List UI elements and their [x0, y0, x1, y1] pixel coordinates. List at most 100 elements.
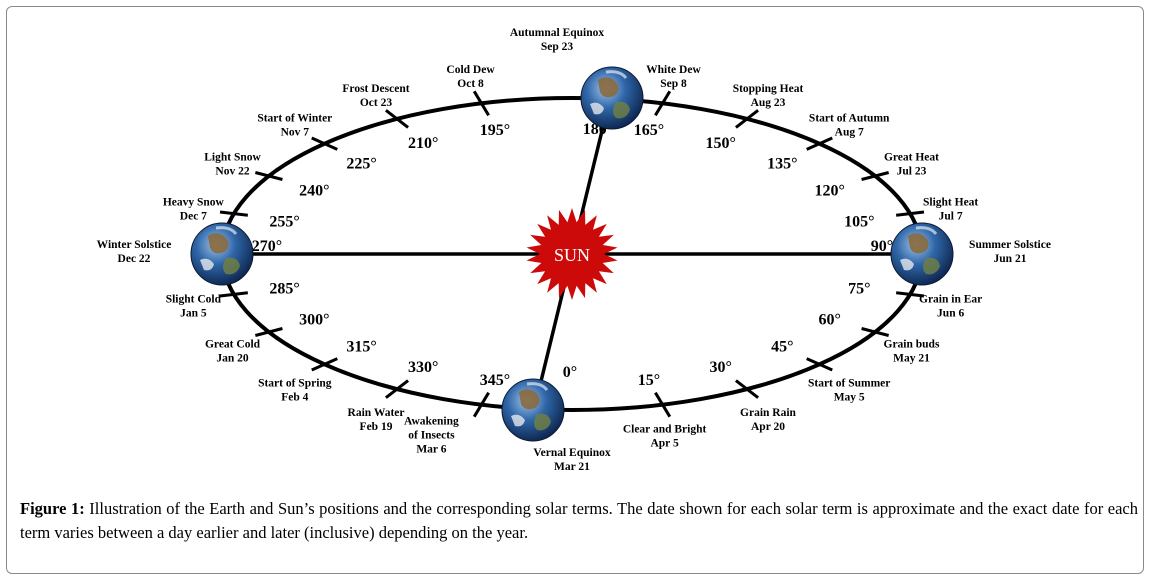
solar-term-label: Light Snow Nov 22 [204, 151, 261, 177]
orbit-tick [735, 379, 759, 399]
solar-term-label: Grain buds May 21 [884, 339, 940, 365]
solar-term-date: Nov 7 [281, 127, 310, 139]
solar-term-name: Grain in Ear [919, 293, 982, 305]
solar-term-date: Feb 19 [360, 421, 393, 433]
solar-term-date: Apr 20 [751, 421, 785, 433]
solar-term-name: Grain Rain [740, 407, 797, 419]
sun-icon [526, 208, 618, 300]
sun-label: SUN [554, 245, 590, 265]
solar-term-label: Start of Autumn Aug 7 [809, 113, 890, 139]
solar-term-label: Grain in Ear Jun 6 [919, 293, 982, 319]
solar-term-date: Dec 22 [118, 253, 151, 265]
solar-term-label: Start of Summer May 5 [808, 377, 890, 403]
solar-term-date: Jan 5 [180, 307, 207, 319]
degree-label: 255° [269, 213, 299, 230]
earth-icon [890, 222, 954, 286]
degree-label: 330° [408, 359, 438, 376]
orbit-tick [385, 109, 409, 129]
orbit-tick [806, 136, 833, 151]
solar-term-name-line2: of Insects [408, 430, 455, 442]
degree-label: 90° [871, 238, 893, 255]
solar-term-label: Great Heat Jul 23 [884, 151, 939, 177]
degree-label: 45° [771, 339, 793, 356]
orbit-tick [311, 357, 338, 372]
solar-term-name: Heavy Snow [163, 197, 225, 209]
degree-label: 0° [563, 364, 577, 381]
solar-term-name: White Dew [646, 64, 701, 76]
orbit-tick [219, 291, 249, 298]
orbit-tick [254, 171, 283, 181]
orbit-tick [806, 357, 833, 372]
orbit-tick [895, 291, 925, 298]
degree-label: 285° [269, 281, 299, 298]
solar-term-name: Clear and Bright [623, 424, 707, 436]
solar-term-name: Winter Solstice [97, 239, 172, 251]
earth-icon [501, 378, 565, 442]
figure-caption-text: Illustration of the Earth and Sun’s posi… [20, 499, 1139, 542]
degree-label: 225° [346, 155, 376, 172]
solar-term-date: Oct 23 [360, 97, 393, 109]
solar-term-name: Cold Dew [446, 64, 495, 76]
solar-term-date: Dec 7 [180, 211, 207, 223]
solar-term-date: Aug 7 [835, 127, 864, 139]
solar-term-date: Mar 6 [416, 444, 446, 456]
degree-label: 300° [299, 312, 329, 329]
solar-term-date: Mar 21 [554, 461, 590, 473]
degree-label: 150° [706, 135, 736, 152]
solar-term-label: White Dew Sep 8 [646, 64, 701, 90]
orbit-tick [654, 90, 672, 117]
solar-term-name: Autumnal Equinox [510, 27, 605, 39]
solar-term-label: Great Cold Jan 20 [205, 339, 261, 365]
solar-term-name: Start of Summer [808, 377, 890, 389]
solar-term-name: Great Cold [205, 339, 261, 351]
orbit-tick [472, 90, 490, 117]
solar-term-date: Aug 23 [751, 97, 786, 109]
solar-term-label: Summer Solstice Jun 21 [969, 239, 1051, 265]
solar-term-label: Slight Heat Jul 7 [923, 197, 978, 223]
solar-term-name: Summer Solstice [969, 239, 1051, 251]
solar-term-name: Light Snow [204, 151, 261, 163]
orbit-tick [861, 327, 890, 337]
earth-icon [580, 66, 644, 130]
solar-term-date: Jul 23 [897, 165, 927, 177]
solar-term-date: Apr 5 [650, 438, 678, 450]
solar-term-name: Frost Descent [342, 83, 409, 95]
figure-caption: Figure 1: Illustration of the Earth and … [20, 497, 1138, 545]
orbit-tick [895, 210, 925, 217]
solar-term-name: Great Heat [884, 151, 939, 163]
earth-icon [190, 222, 254, 286]
orbit-tick [654, 391, 672, 418]
solar-term-date: May 5 [834, 391, 865, 403]
solar-term-label: Cold Dew Oct 8 [446, 64, 495, 90]
solar-term-date: Jul 7 [939, 211, 963, 223]
solar-term-date: Nov 22 [215, 165, 249, 177]
solar-term-date: Jun 6 [937, 307, 964, 319]
degree-label: 15° [638, 372, 660, 389]
solar-term-name-line1: Awakening [404, 416, 459, 428]
degree-label: 195° [480, 122, 510, 139]
solar-term-label: Slight Cold Jan 5 [166, 293, 222, 319]
solar-term-label: Grain Rain Apr 20 [740, 407, 797, 433]
solar-term-date: Jun 21 [994, 253, 1027, 265]
degree-label: 75° [848, 281, 870, 298]
degree-label: 315° [346, 339, 376, 356]
orbit-tick [472, 391, 490, 418]
solar-term-name: Vernal Equinox [533, 447, 610, 459]
solar-term-name: Start of Winter [257, 113, 332, 125]
degree-label: 270° [252, 238, 282, 255]
degree-label: 120° [814, 182, 844, 199]
degree-label: 345° [480, 372, 510, 389]
orbit-tick [735, 109, 759, 129]
orbit-tick [254, 327, 283, 337]
solar-term-name: Start of Autumn [809, 113, 890, 125]
degree-label: 240° [299, 182, 329, 199]
orbit-tick [385, 379, 409, 399]
figure-caption-label: Figure 1: [20, 499, 85, 518]
solar-term-label: Awakening of Insects Mar 6 [404, 416, 459, 456]
solar-term-label: Stopping Heat Aug 23 [733, 83, 804, 109]
solar-terms-diagram: 0° 15° 30° 45° 60° 75° 90° 105°120° 135° 150° 165°… [97, 27, 1051, 473]
solar-term-name: Stopping Heat [733, 83, 804, 95]
solar-term-label: Vernal Equinox Mar 21 [533, 447, 610, 473]
solar-term-date: Sep 23 [541, 41, 574, 53]
degree-label: 30° [710, 359, 732, 376]
